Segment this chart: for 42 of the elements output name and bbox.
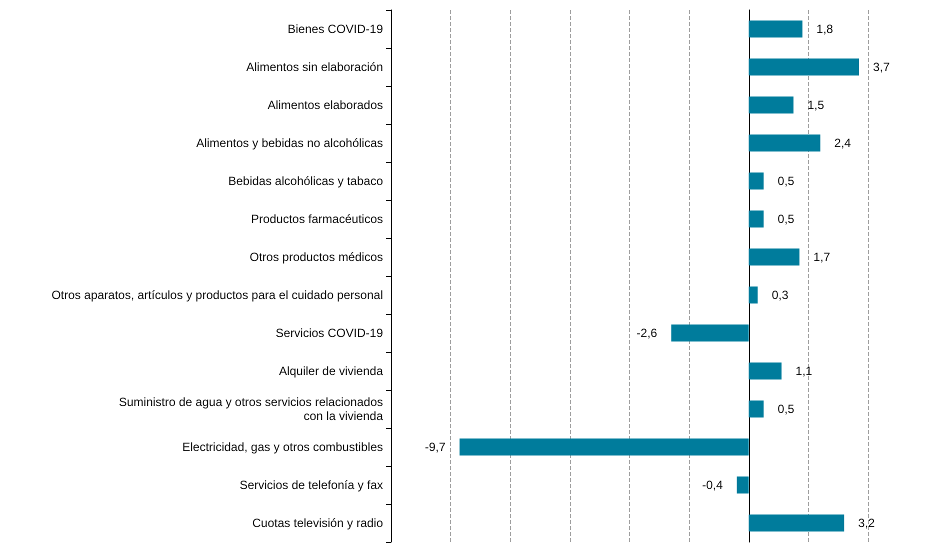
data-label: -0,4	[702, 478, 724, 492]
data-label: 2,4	[834, 136, 852, 150]
bar	[748, 96, 794, 114]
bar	[748, 172, 764, 190]
y-tick-label: Alimentos y bebidas no alcohólicas	[196, 136, 383, 150]
bar	[748, 58, 860, 76]
y-tick-label: Bebidas alcohólicas y tabaco	[228, 174, 384, 188]
y-tick-label: Productos farmacéuticos	[250, 212, 383, 226]
data-label: 3,2	[858, 516, 876, 530]
bar	[460, 438, 749, 456]
data-label: 0,5	[778, 174, 795, 188]
data-label: 1,8	[816, 22, 834, 36]
y-tick-label: Otros productos médicos	[250, 250, 383, 264]
data-label: 0,5	[778, 402, 795, 416]
y-tick-label: Alimentos sin elaboración	[246, 60, 383, 74]
bar	[748, 400, 764, 418]
y-tick-label: Cuotas televisión y radio	[252, 516, 384, 530]
y-tick-label: Alquiler de vivienda	[278, 364, 384, 378]
bar	[748, 514, 844, 532]
data-label: 3,7	[873, 60, 890, 74]
bar	[748, 20, 802, 38]
data-label: -2,6	[636, 326, 658, 340]
bar	[748, 134, 820, 152]
data-label: -9,7	[424, 440, 446, 454]
bar	[736, 476, 749, 494]
data-label: 0,5	[778, 212, 795, 226]
y-tick-label: Bienes COVID-19	[288, 22, 384, 36]
y-tick-label: Servicios de telefonía y fax	[240, 478, 383, 492]
bar	[748, 362, 782, 380]
bar	[748, 286, 758, 304]
y-tick-label: Otros aparatos, artículos y productos para el cuidado personal	[51, 288, 383, 302]
y-tick-label: Suministro de agua y otros servicios relacionados con la vivienda	[118, 395, 384, 423]
data-label: 0,3	[772, 288, 789, 302]
data-label: 1,1	[796, 364, 813, 378]
y-tick-label: Alimentos elaborados	[268, 98, 383, 112]
y-tick-label: Servicios COVID-19	[276, 326, 384, 340]
data-label: 1,5	[807, 98, 824, 112]
bar	[671, 324, 749, 342]
y-tick-label: Electricidad, gas y otros combustibles	[182, 440, 383, 454]
bar	[748, 210, 764, 228]
data-label: 1,7	[813, 250, 830, 264]
bar	[748, 248, 800, 266]
